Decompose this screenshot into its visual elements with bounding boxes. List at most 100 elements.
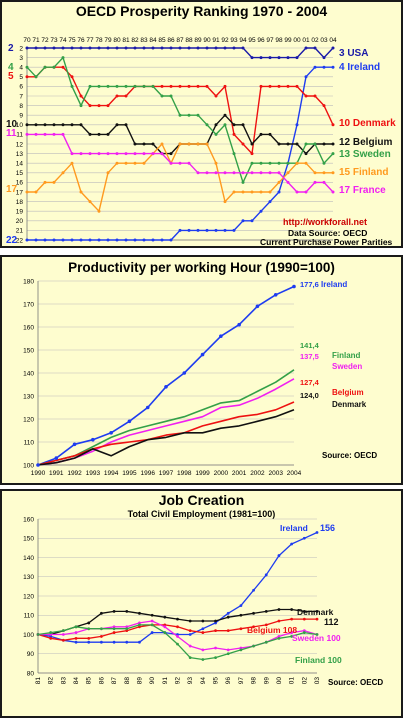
series-label-denmark: Denmark: [332, 400, 367, 409]
data-point-sweden: [25, 65, 29, 69]
source-line-1: Data Source: OECD: [288, 228, 368, 238]
data-point-usa: [241, 46, 245, 50]
x-tick-label: 1992: [67, 470, 82, 477]
data-point-france: [304, 190, 308, 194]
data-point-denmark: [313, 94, 317, 98]
data-point-sweden: [163, 625, 167, 629]
data-point-france: [277, 171, 281, 175]
data-point-ireland: [295, 123, 299, 127]
x-tick-label: 87: [111, 677, 118, 685]
data-point-ireland: [124, 238, 128, 242]
data-point-sweden: [133, 84, 137, 88]
data-point-denmark: [124, 94, 128, 98]
series-label-ireland: Ireland: [280, 523, 308, 533]
x-tick-label: 96: [257, 37, 265, 44]
y-tick-label: 19: [16, 209, 24, 216]
series-start-label-ireland: 22: [6, 235, 18, 246]
data-point-sweden: [201, 648, 205, 652]
x-tick-label: 72: [41, 37, 49, 44]
data-point-denmark: [232, 132, 236, 136]
data-point-belgium: [43, 123, 47, 127]
data-point-finland: [232, 190, 236, 194]
x-tick-label: 74: [59, 37, 67, 44]
data-point-france: [133, 152, 137, 156]
data-point-finland: [239, 648, 243, 652]
data-point-ireland: [273, 293, 278, 297]
data-point-finland: [49, 631, 53, 634]
data-point-usa: [88, 46, 92, 50]
data-point-ireland: [25, 238, 29, 242]
data-point-ireland: [91, 437, 95, 442]
x-tick-label: 97: [238, 677, 245, 685]
chart-title: OECD Prosperity Ranking 1970 - 2004: [75, 3, 328, 19]
data-point-ireland: [74, 640, 78, 644]
data-point-sweden: [112, 625, 116, 629]
x-tick-label: 01: [302, 37, 310, 44]
data-point-ireland: [100, 640, 103, 644]
x-tick-label: 88: [124, 677, 131, 685]
data-point-usa: [124, 46, 128, 50]
data-point-finland: [187, 142, 191, 146]
data-point-denmark: [138, 611, 141, 615]
data-point-sweden: [239, 646, 243, 650]
y-tick-label: 4: [19, 65, 23, 72]
data-point-ireland: [160, 238, 164, 242]
data-point-belgium: [214, 123, 218, 127]
x-tick-label: 1991: [49, 470, 64, 477]
series-end-label-belgium: 12 Belgium: [339, 137, 392, 148]
data-point-belgium: [74, 636, 78, 640]
data-point-sweden: [241, 180, 245, 184]
data-point-ireland: [205, 228, 209, 232]
source-label: Source: OECD: [328, 678, 384, 687]
data-point-sweden: [178, 113, 182, 117]
x-tick-label: 97: [266, 37, 274, 44]
data-point-denmark: [169, 84, 173, 88]
data-point-france: [187, 161, 191, 165]
data-point-sweden: [43, 65, 47, 69]
data-point-denmark: [205, 84, 209, 88]
y-tick-label: 160: [23, 324, 34, 331]
data-point-sweden: [34, 75, 38, 79]
data-point-ireland: [70, 238, 74, 242]
data-point-ireland: [277, 554, 281, 557]
y-tick-label: 15: [16, 170, 24, 177]
data-point-ireland: [223, 228, 227, 232]
data-point-denmark: [239, 613, 243, 617]
data-point-denmark: [178, 84, 182, 88]
data-point-denmark: [226, 615, 230, 619]
data-point-belgium: [25, 123, 29, 127]
data-point-ireland: [142, 238, 146, 242]
data-point-ireland: [252, 588, 255, 592]
data-point-sweden: [259, 161, 263, 165]
data-point-sweden: [88, 84, 92, 88]
end-value-denmark: 124,0: [300, 391, 319, 400]
data-point-sweden: [124, 84, 128, 88]
end-value-finland: 141,4: [300, 341, 320, 350]
data-point-belgium: [239, 627, 243, 631]
data-point-ireland: [226, 611, 230, 615]
data-point-usa: [268, 56, 272, 60]
data-point-usa: [313, 46, 317, 50]
data-point-usa: [97, 46, 101, 50]
data-point-ireland: [255, 304, 260, 309]
data-point-denmark: [315, 610, 319, 613]
data-point-belgium: [151, 142, 155, 146]
data-point-sweden: [52, 65, 56, 69]
data-point-sweden: [250, 161, 254, 165]
data-point-denmark: [187, 84, 191, 88]
y-tick-label: 9: [19, 113, 23, 120]
data-point-usa: [223, 46, 227, 50]
x-tick-label: 95: [248, 37, 256, 44]
y-tick-label: 21: [16, 228, 24, 235]
data-point-sweden: [268, 161, 272, 165]
series-label-finland: Finland: [332, 351, 361, 360]
data-point-denmark: [176, 617, 179, 621]
data-point-finland: [322, 171, 326, 175]
data-point-usa: [70, 46, 74, 50]
data-point-france: [34, 132, 38, 136]
data-point-denmark: [88, 104, 92, 108]
data-point-denmark: [160, 84, 164, 88]
y-tick-label: 7: [19, 93, 23, 100]
x-tick-label: 84: [73, 677, 80, 685]
data-point-usa: [259, 56, 263, 60]
